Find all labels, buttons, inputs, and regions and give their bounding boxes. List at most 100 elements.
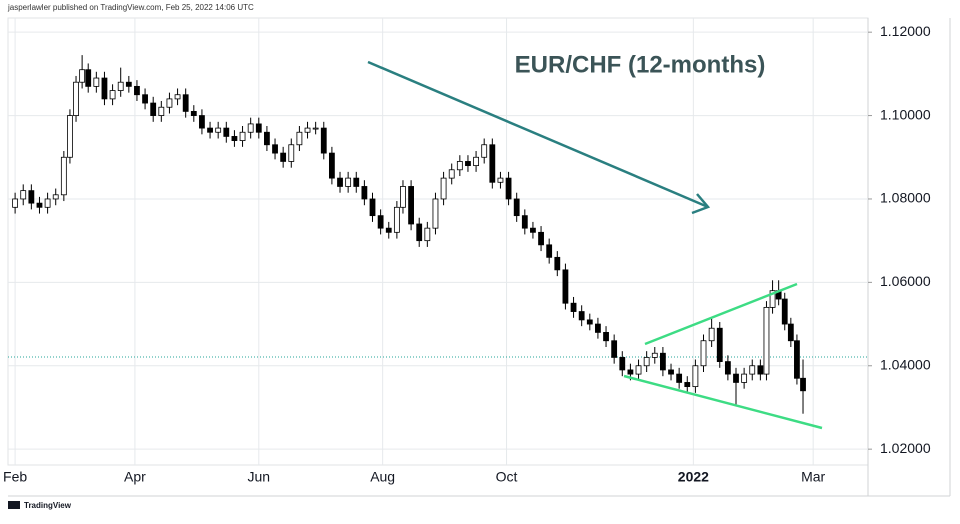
candle-body — [264, 131, 270, 146]
candle-body — [757, 365, 764, 375]
candle-body — [44, 198, 51, 208]
candle-body — [385, 227, 392, 233]
header: jasperlawler published on TradingView.co… — [7, 3, 254, 12]
candle-body — [190, 111, 197, 116]
candle-body — [448, 169, 455, 179]
candle-body — [546, 244, 553, 258]
candle-body — [166, 98, 173, 108]
candle-body — [158, 106, 165, 116]
candle-body — [787, 323, 794, 342]
candle-body — [312, 127, 319, 130]
candles — [12, 55, 806, 414]
grid — [8, 18, 868, 465]
candle-body — [586, 319, 593, 325]
x-tick-label: Aug — [370, 469, 395, 485]
candle-body — [288, 144, 295, 162]
candle-body — [304, 127, 311, 133]
x-tick-label: Feb — [3, 469, 27, 485]
x-tick-label: Mar — [801, 469, 825, 485]
candle-body — [67, 115, 73, 158]
candle-body — [28, 190, 35, 204]
candle-body — [578, 311, 585, 321]
candle-body — [353, 177, 360, 187]
candle-body — [497, 177, 504, 183]
candle-body — [117, 81, 124, 91]
candle-body — [781, 298, 788, 325]
candle-body — [619, 357, 626, 371]
candle-body — [716, 327, 723, 362]
candle-body — [280, 152, 287, 162]
candle-body — [52, 194, 59, 200]
logo-icon — [8, 501, 20, 509]
candle-body — [207, 127, 213, 133]
y-tick-label: 1.04000 — [880, 356, 931, 372]
candle-body — [174, 94, 181, 100]
y-tick-label: 1.10000 — [880, 106, 931, 122]
upper-trendline — [644, 282, 798, 346]
candle-body — [733, 373, 739, 383]
candle-body — [272, 144, 278, 154]
footer: TradingView — [24, 501, 72, 510]
candle-body — [400, 186, 406, 208]
candle-body — [320, 127, 327, 154]
candle-body — [769, 290, 776, 308]
candle-body — [231, 136, 238, 141]
candle-body — [134, 85, 140, 96]
candle-body — [73, 81, 79, 116]
candle-body — [562, 269, 569, 304]
candle-body — [424, 227, 431, 242]
candle-body — [337, 177, 343, 187]
candle-body — [361, 186, 368, 200]
candle-body — [12, 198, 19, 208]
candle-body — [692, 365, 699, 388]
candle-body — [513, 198, 520, 217]
candle-body — [611, 340, 618, 358]
candle-body — [603, 332, 609, 342]
candle-body — [416, 223, 423, 242]
x-tick-label: Apr — [124, 469, 146, 485]
candle-body — [223, 127, 230, 137]
candle-body — [109, 90, 116, 100]
candle-body — [794, 340, 800, 379]
candle-body — [473, 156, 479, 167]
candle-body — [570, 302, 577, 312]
y-tick-label: 1.06000 — [880, 273, 931, 289]
candle-body — [93, 77, 100, 87]
candle-body — [538, 231, 544, 246]
chart-title: EUR/CHF (12-months) — [515, 51, 766, 78]
candle-body — [635, 365, 642, 375]
candle-body — [296, 131, 303, 146]
arrow-head — [691, 193, 711, 215]
candle-body — [85, 69, 92, 87]
candle-body — [668, 369, 674, 375]
y-tick-label: 1.02000 — [880, 440, 931, 456]
candle-body — [489, 144, 496, 183]
candle-body — [676, 373, 683, 383]
candle-body — [440, 177, 447, 200]
candle-body — [408, 186, 414, 225]
candle-body — [432, 198, 439, 229]
candle-body — [79, 69, 86, 83]
candle-body — [377, 215, 384, 229]
candle-body — [643, 357, 650, 367]
lower-trendline — [623, 374, 823, 430]
candle-body — [763, 306, 770, 375]
candle-body — [659, 352, 666, 371]
candle-body — [481, 144, 488, 158]
x-tick-label: Oct — [496, 469, 518, 485]
candle-body — [36, 202, 43, 208]
candle-body — [651, 352, 658, 358]
candle-body — [456, 161, 463, 171]
candle-body — [247, 123, 254, 133]
candle-body — [627, 369, 634, 375]
candle-body — [20, 190, 27, 200]
x-tick-label: 2022 — [678, 469, 709, 485]
candle-body — [345, 177, 352, 187]
candle-body — [150, 102, 157, 116]
candle-body — [369, 198, 376, 217]
candle-body — [328, 152, 335, 179]
candle-body — [749, 365, 756, 375]
candle-body — [521, 215, 528, 229]
candle-body — [554, 256, 561, 271]
